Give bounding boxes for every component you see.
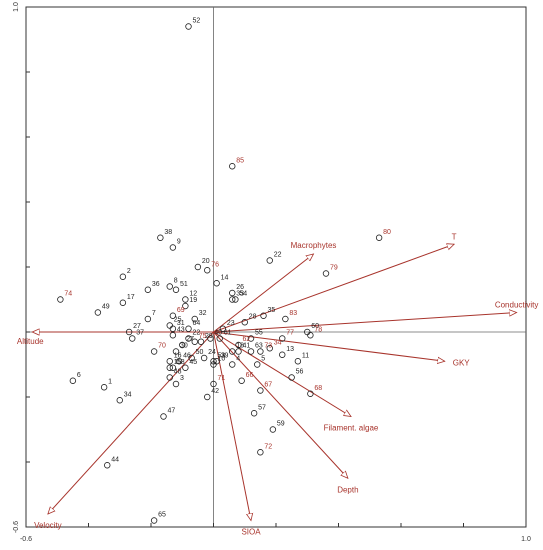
- vector-label: Depth: [337, 485, 358, 494]
- sample-label: 69: [177, 307, 185, 314]
- sample-label: 47: [168, 408, 176, 415]
- sample-label: 66: [246, 372, 254, 379]
- sample-label: 68: [314, 385, 322, 392]
- sample-label: 49: [102, 304, 110, 311]
- sample-label: 30: [180, 343, 188, 350]
- sample-label: 34: [274, 339, 282, 346]
- sample-label: 8: [174, 278, 178, 285]
- sample-label: 4: [236, 356, 240, 363]
- sample-label: 43: [177, 326, 185, 333]
- sample-label: 55: [255, 330, 263, 337]
- sample-label: 19: [189, 297, 197, 304]
- sample-label: 9: [177, 239, 181, 246]
- sample-label: 67: [264, 382, 272, 389]
- sample-label: 7: [152, 310, 156, 317]
- sample-label: 57: [258, 404, 266, 411]
- sample-label: 70: [158, 343, 166, 350]
- sample-label: 36: [152, 281, 160, 288]
- sample-label: 32: [199, 310, 207, 317]
- sample-label: 13: [286, 346, 294, 353]
- x-tick-label: 1.0: [521, 536, 531, 543]
- sample-label: 28: [249, 313, 257, 320]
- sample-label: 78: [314, 326, 322, 333]
- sample-label: 50: [196, 349, 204, 356]
- sample-label: 71: [218, 375, 226, 382]
- sample-label: 83: [289, 310, 297, 317]
- sample-label: 45: [189, 359, 197, 366]
- sample-label: 72: [264, 443, 272, 450]
- sample-label: 23: [227, 320, 235, 327]
- sample-label: 74: [64, 291, 72, 298]
- sample-label: 52: [193, 18, 201, 25]
- sample-label: 37: [136, 330, 144, 337]
- sample-label: 59: [277, 421, 285, 428]
- sample-label: 10: [218, 356, 226, 363]
- vector-label: Filament. algae: [324, 424, 379, 433]
- x-tick-label: -0.6: [20, 536, 32, 543]
- sample-label: 6: [77, 372, 81, 379]
- vector-label: Conductivity: [495, 301, 539, 310]
- y-tick-label: -0.6: [13, 521, 20, 533]
- sample-label: 51: [180, 281, 188, 288]
- sample-label: 40: [214, 330, 222, 337]
- sample-label: 58: [177, 359, 185, 366]
- sample-label: 54: [239, 291, 247, 298]
- sample-label: 38: [164, 229, 172, 236]
- vector-label: Altitude: [17, 337, 44, 346]
- sample-label: 24: [208, 349, 216, 356]
- vector-label: T: [452, 232, 457, 241]
- sample-label: 14: [221, 274, 229, 281]
- sample-label: 63: [255, 343, 263, 350]
- vector-label: SIOA: [241, 528, 261, 537]
- sample-label: 20: [202, 258, 210, 265]
- vector-label: Macrophytes: [291, 241, 337, 250]
- sample-label: 76: [211, 261, 219, 268]
- sample-label: 34: [124, 391, 132, 398]
- sample-label: 80: [383, 229, 391, 236]
- sample-label: 73: [264, 343, 272, 350]
- sample-label: 3: [180, 375, 184, 382]
- sample-label: 85: [236, 157, 244, 164]
- sample-label: 11: [302, 352, 309, 359]
- sample-label: 22: [274, 252, 282, 259]
- sample-label: 65: [158, 512, 166, 519]
- sample-label: 44: [111, 456, 119, 463]
- sample-label: 77: [286, 330, 294, 337]
- sample-label: 56: [296, 369, 304, 376]
- sample-label: 5: [261, 356, 265, 363]
- sample-label: 79: [330, 265, 338, 272]
- sample-label: 1: [108, 378, 112, 385]
- vector-label: GKY: [453, 358, 471, 367]
- y-tick-label: 1.0: [13, 2, 20, 12]
- sample-label: 61: [224, 330, 232, 337]
- vector-label: Velocity: [34, 521, 62, 530]
- sample-label: 17: [127, 294, 135, 301]
- sample-label: 2: [127, 268, 131, 275]
- sample-label: 64: [193, 320, 201, 327]
- plot-frame: [26, 7, 526, 527]
- sample-label: 42: [211, 388, 219, 395]
- sample-label: 18: [236, 343, 244, 350]
- sample-label: 35: [268, 307, 276, 314]
